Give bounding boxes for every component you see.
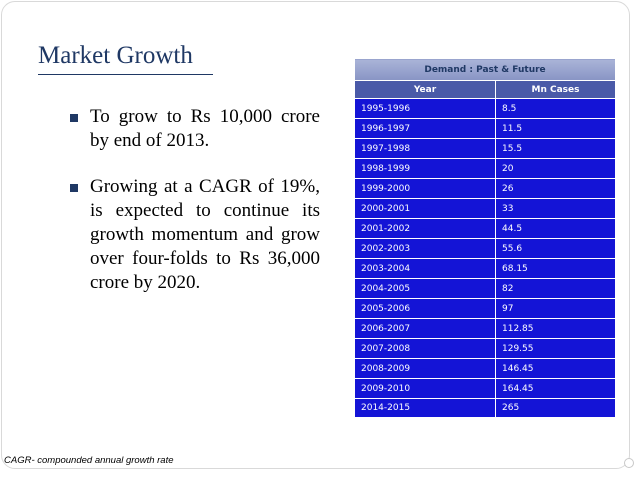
mn-cases-cell: 15.5 (495, 138, 616, 159)
mn-cases-cell: 68.15 (495, 258, 616, 279)
table-row: 2000-2001 33 (354, 198, 616, 219)
square-bullet-icon (70, 114, 78, 122)
table-row: 2014-2015 265 (354, 398, 616, 418)
year-cell: 2002-2003 (354, 238, 496, 259)
footnote: CAGR- compounded annual growth rate (4, 455, 174, 466)
year-cell: 2004-2005 (354, 278, 496, 299)
table-row: 2005-2006 97 (354, 298, 616, 319)
table-row: 1998-1999 20 (354, 158, 616, 179)
mn-cases-cell: 11.5 (495, 118, 616, 139)
bullet-item: Growing at a CAGR of 19%, is expected to… (70, 175, 320, 295)
table-row: 2006-2007 112.85 (354, 318, 616, 339)
year-cell: 2007-2008 (354, 338, 496, 359)
mn-cases-cell: 146.45 (495, 358, 616, 379)
mn-cases-cell: 20 (495, 158, 616, 179)
mn-cases-cell: 44.5 (495, 218, 616, 239)
year-cell: 1995-1996 (354, 98, 496, 119)
table-header-row: Year Mn Cases (354, 80, 616, 99)
year-cell: 1999-2000 (354, 178, 496, 199)
bullet-list: To grow to Rs 10,000 crore by end of 201… (70, 105, 320, 317)
table-row: 2003-2004 68.15 (354, 258, 616, 279)
mn-cases-cell: 33 (495, 198, 616, 219)
table-row: 1997-1998 15.5 (354, 138, 616, 159)
bullet-item: To grow to Rs 10,000 crore by end of 201… (70, 105, 320, 153)
bullet-text: To grow to Rs 10,000 crore by end of 201… (90, 106, 320, 151)
year-cell: 1996-1997 (354, 118, 496, 139)
table-row: 2008-2009 146.45 (354, 358, 616, 379)
title-underline (38, 74, 213, 75)
table-row: 1999-2000 26 (354, 178, 616, 199)
year-cell: 2000-2001 (354, 198, 496, 219)
mn-cases-cell: 26 (495, 178, 616, 199)
mn-cases-cell: 265 (495, 398, 616, 418)
corner-dot (624, 458, 634, 468)
mn-cases-cell: 97 (495, 298, 616, 319)
year-cell: 2005-2006 (354, 298, 496, 319)
year-cell: 1997-1998 (354, 138, 496, 159)
table-caption-row: Demand : Past & Future (354, 58, 616, 81)
table-row: 2004-2005 82 (354, 278, 616, 299)
table-caption: Demand : Past & Future (354, 58, 616, 81)
mn-cases-cell: 55.6 (495, 238, 616, 259)
year-cell: 2008-2009 (354, 358, 496, 379)
year-cell: 2009-2010 (354, 378, 496, 399)
mn-cases-cell: 129.55 (495, 338, 616, 359)
table-row: 2002-2003 55.6 (354, 238, 616, 259)
table-row: 2001-2002 44.5 (354, 218, 616, 239)
bullet-text: Growing at a CAGR of 19%, is expected to… (90, 176, 320, 293)
slide-title: Market Growth (38, 42, 193, 69)
table-row: 1996-1997 11.5 (354, 118, 616, 139)
mn-cases-cell: 8.5 (495, 98, 616, 119)
table-row: 2007-2008 129.55 (354, 338, 616, 359)
year-cell: 2014-2015 (354, 398, 496, 418)
mn-cases-cell: 164.45 (495, 378, 616, 399)
year-cell: 2006-2007 (354, 318, 496, 339)
demand-table: Demand : Past & Future Year Mn Cases 199… (354, 58, 616, 418)
header-mn-cases: Mn Cases (495, 80, 616, 99)
year-cell: 2001-2002 (354, 218, 496, 239)
header-year: Year (354, 80, 496, 99)
table-row: 1995-1996 8.5 (354, 98, 616, 119)
year-cell: 2003-2004 (354, 258, 496, 279)
square-bullet-icon (70, 184, 78, 192)
year-cell: 1998-1999 (354, 158, 496, 179)
mn-cases-cell: 112.85 (495, 318, 616, 339)
mn-cases-cell: 82 (495, 278, 616, 299)
table-row: 2009-2010 164.45 (354, 378, 616, 399)
